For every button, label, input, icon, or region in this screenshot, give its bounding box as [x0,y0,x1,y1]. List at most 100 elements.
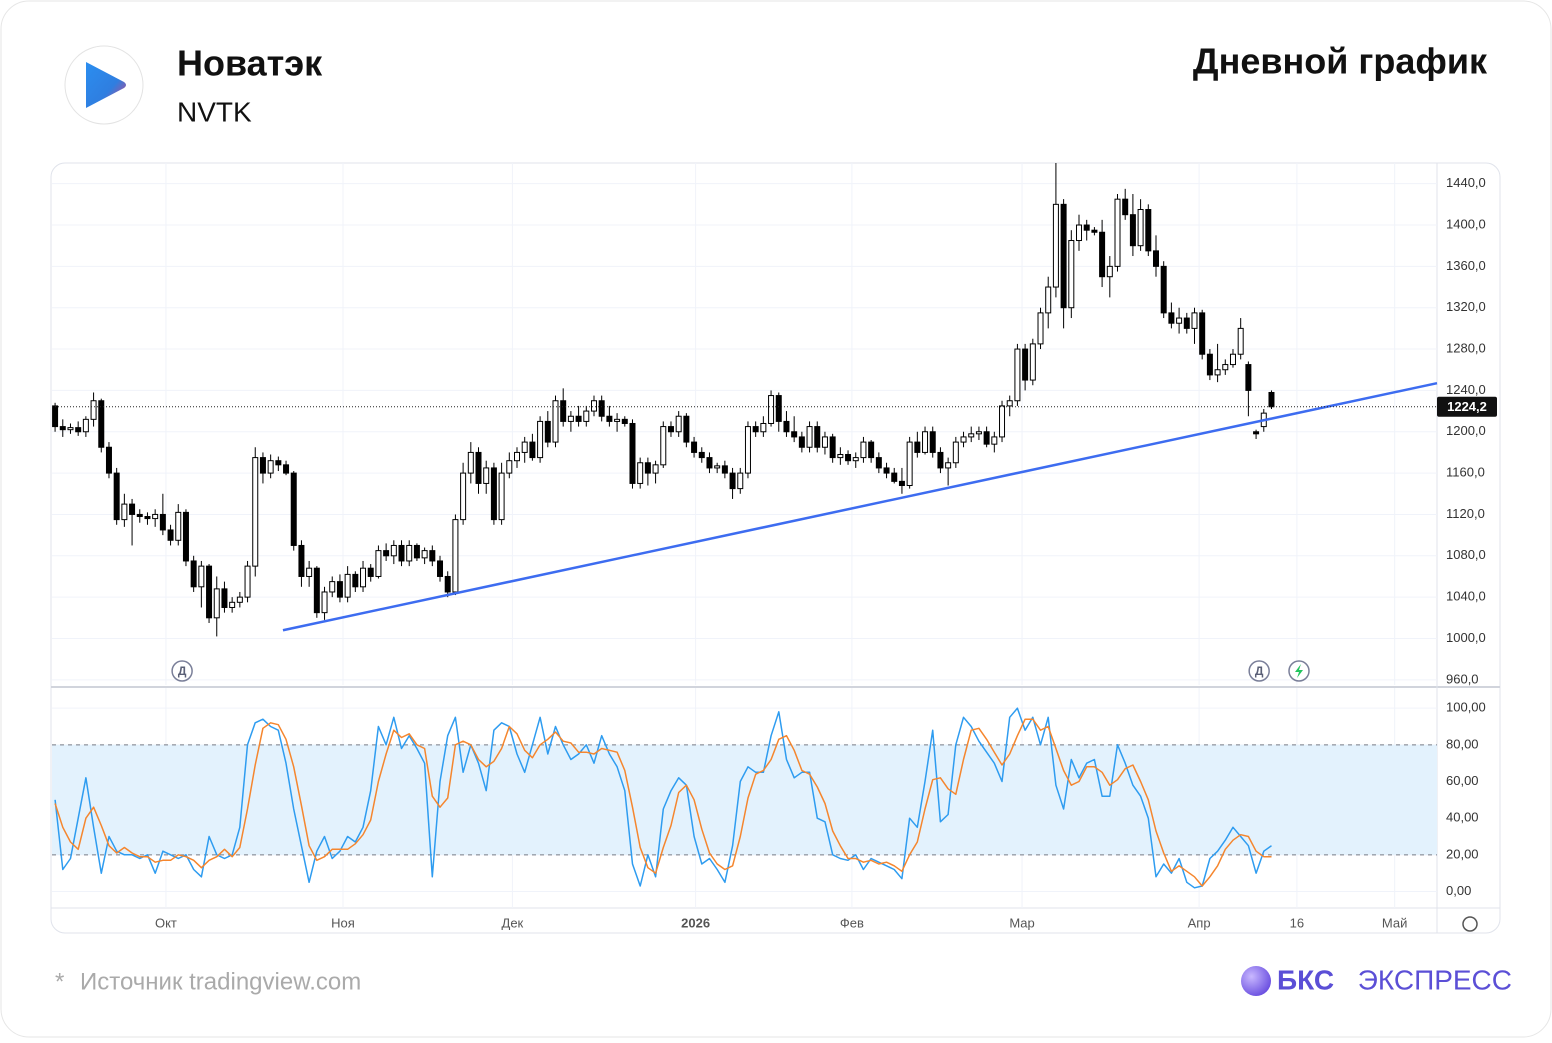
candle-body [321,591,328,614]
candle-body [898,480,905,487]
candle-body [1022,348,1029,381]
footnote-mark: * [55,968,64,995]
y-tick-label: 1120,0 [1446,506,1485,521]
candle-body [598,400,605,417]
candle-body [229,601,236,608]
candle-body [152,513,159,520]
candle-body [945,462,952,469]
candle-body [221,588,228,608]
candle-body [90,400,97,420]
candle-body [590,400,597,412]
x-tick-label: Апр [1188,915,1211,930]
candle-body [1083,224,1090,231]
candle-body [914,441,921,453]
candle-body [159,513,166,531]
candle-body [375,550,382,577]
event-marker-label: Д [178,664,187,678]
candle-body [575,415,582,422]
settings-icon[interactable] [1462,916,1478,932]
candle-body [837,453,844,459]
candle-body [868,441,875,459]
candle-body [1114,198,1121,267]
candle-body [537,420,544,459]
candle-body [698,451,705,459]
candle-body [798,436,805,448]
candle-body [429,550,436,562]
y-tick-label: 1080,0 [1446,547,1486,562]
candle-body [544,420,551,443]
candle-body [506,460,513,474]
y-tick-label: 1320,0 [1446,299,1486,314]
x-tick-label: Мар [1009,915,1034,930]
x-tick-label: 2026 [681,915,710,930]
candle-body [1145,209,1152,252]
candle-body [467,451,474,474]
candle-body [190,560,197,588]
brand-bold: БКС [1277,964,1334,995]
candle-body [329,581,336,593]
candle-body [1076,224,1083,242]
candle-body [75,427,82,433]
candle-body [637,462,644,484]
candle-body [968,433,975,438]
brand: ЭКСПРЕСС [1358,964,1512,995]
candle-body [144,516,151,520]
candle-body [1237,327,1244,355]
x-tick-label: Ноя [331,915,355,930]
y-tick-label: 1000,0 [1446,630,1486,645]
candle-body [999,405,1006,438]
candle-body [59,426,66,431]
candle-body [352,573,359,588]
candle-body [306,567,313,577]
candle-body [1129,214,1136,247]
candle-body [129,503,136,515]
candle-body [952,441,959,464]
candle-body [52,405,59,428]
candle-body [1037,312,1044,345]
candle-body [236,596,243,603]
candle-body [783,420,790,433]
candle-body [629,422,636,484]
x-tick-label: Фев [840,915,864,930]
candle-body [390,544,397,557]
candle-body [883,467,890,474]
candle-body [167,529,174,541]
y-tick-label: 1200,0 [1446,423,1486,438]
candle-body [452,519,459,593]
candle-body [398,544,405,562]
candle-body [567,415,574,422]
candle-body [113,472,120,521]
candle-body [475,451,482,484]
candle-body [498,472,505,521]
candle-body [121,503,128,521]
candle-body [644,462,651,474]
candle-body [814,426,821,448]
candle-body [691,441,698,453]
candle-body [760,422,767,433]
y-tick-label: 1280,0 [1446,340,1486,355]
candle-body [367,567,374,577]
candle-body [991,436,998,445]
candle-body [1160,265,1167,314]
candle-body [1045,286,1052,314]
candle-body [490,467,497,521]
x-tick-label: 16 [1290,915,1304,930]
candle-body [344,573,351,598]
candle-body [768,395,775,424]
ticker: NVTK [177,96,252,127]
candle-body [752,426,759,433]
candle-body [922,431,929,453]
candle-body [460,472,467,521]
candle-body [259,457,266,474]
candle-body [1214,369,1221,376]
y-tick-label: 0,00 [1446,883,1471,898]
title: Новатэк [177,43,323,84]
candle-body [313,567,320,614]
candle-body [283,464,290,474]
candle-body [98,400,105,448]
candle-body [667,426,674,433]
candle-body [437,560,444,577]
candle-body [744,426,751,474]
candle-body [706,457,713,469]
